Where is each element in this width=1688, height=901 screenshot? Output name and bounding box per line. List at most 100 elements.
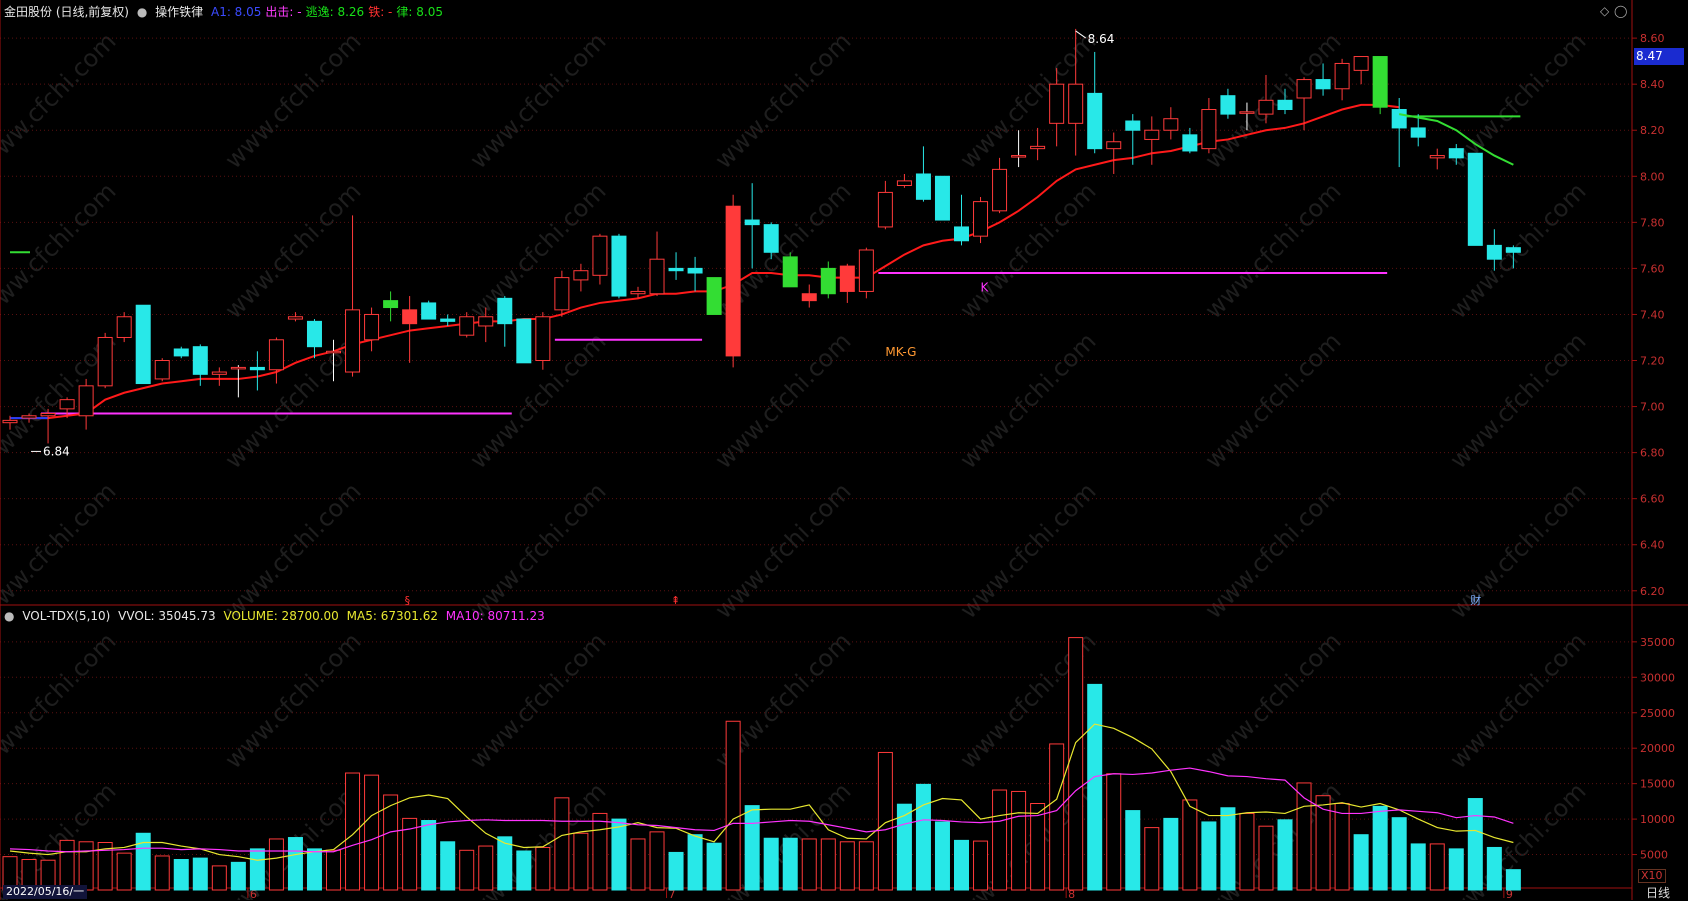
volume-ma10-line [9, 767, 1514, 853]
volume-bar [934, 821, 950, 891]
watermark-text: www.cfchi.com [1444, 477, 1591, 624]
candle-body [1372, 56, 1388, 108]
candle-body [954, 226, 969, 242]
volume-bar [1011, 790, 1027, 891]
price-chart[interactable]: 8.64 6.84 K MK-G [2, 28, 1521, 459]
volume-chart[interactable] [2, 637, 1521, 891]
volume-bar [668, 851, 684, 891]
watermark-text: www.cfchi.com [464, 627, 611, 774]
candle-body [249, 366, 265, 371]
candle [1011, 130, 1027, 168]
volume-bar [440, 841, 456, 891]
candle-body [1353, 56, 1369, 71]
candle [725, 194, 741, 368]
candle-body [1296, 79, 1312, 99]
volume-ma5-line [9, 723, 1514, 861]
volume-bar [1505, 869, 1521, 891]
volume-tick-label: 10000 [1640, 813, 1675, 826]
watermark-text: www.cfchi.com [709, 477, 856, 624]
candle [1182, 127, 1198, 154]
volume-bar [973, 840, 989, 891]
volume-bar [592, 812, 608, 891]
candle-body [992, 168, 1008, 212]
settings-circle-icon[interactable]: ◯ [1614, 4, 1628, 18]
watermark-text: www.cfchi.com [954, 477, 1101, 624]
candle [1068, 28, 1084, 156]
volume-indicator-name[interactable]: VOL-TDX(5,10) [22, 609, 111, 623]
month-label: 6 [250, 888, 257, 900]
candle [1220, 88, 1236, 119]
candle-body [630, 290, 646, 295]
ma10-value: MA10: 80711.23 [445, 609, 545, 623]
candle [1410, 114, 1426, 147]
indicator-dot-icon[interactable]: ● [4, 609, 15, 623]
volume-bar [1372, 805, 1388, 891]
candle [611, 233, 627, 299]
price-tick-label: 7.40 [1640, 308, 1665, 321]
volume-bar [858, 841, 874, 891]
candle [801, 284, 817, 308]
candle-body [1391, 109, 1407, 129]
volume-bar [535, 846, 551, 891]
candle [1106, 132, 1122, 174]
watermark-text: www.cfchi.com [464, 477, 611, 624]
candle-body [1258, 99, 1274, 115]
price-tick-label: 8.20 [1640, 124, 1665, 137]
price-tick-label: 7.20 [1640, 355, 1665, 368]
volume-bar [1353, 834, 1369, 891]
candle [326, 339, 342, 382]
indicator-name[interactable]: 操作铁律 [155, 5, 204, 19]
candle [459, 312, 475, 338]
candle-body [535, 316, 551, 362]
chart-annotation: MK-G [885, 345, 916, 359]
candle-body [40, 412, 56, 417]
watermark-text: www.cfchi.com [1444, 327, 1591, 474]
candle [1334, 58, 1350, 101]
indicator-value-1: 出击: - [265, 5, 302, 19]
volume-bar [630, 838, 646, 891]
volume-tick-label: 15000 [1640, 778, 1675, 791]
candle-body [1410, 127, 1426, 138]
candle [1296, 77, 1312, 131]
volume-bar [1068, 637, 1084, 891]
candle-body [287, 316, 303, 320]
candle [1277, 88, 1293, 115]
volume-tick-label: 5000 [1640, 849, 1668, 862]
candle [345, 215, 361, 377]
candle-body [592, 235, 608, 276]
price-tick-label: 7.60 [1640, 262, 1665, 275]
volume-bar [211, 865, 227, 891]
candle [1030, 127, 1046, 161]
candle-body [1182, 134, 1198, 152]
volume-bar [877, 751, 893, 891]
volume-bar [1486, 846, 1502, 891]
volume-bar [992, 789, 1008, 891]
volume-bar [1201, 821, 1217, 891]
candle-body [1334, 62, 1350, 90]
candle [1505, 245, 1521, 269]
stock-title: 金田股份 (日线,前复权) [4, 5, 129, 19]
price-panel-header: 金田股份 (日线,前复权) ● 操作铁律 A1: 8.05 出击: - 逃逸: 8.… [4, 3, 451, 21]
volume-bar [345, 772, 361, 891]
price-tick-label: 8.40 [1640, 78, 1665, 91]
indicator-dot-icon[interactable]: ● [136, 5, 148, 19]
candle-body [915, 173, 931, 200]
candle-body [1467, 152, 1483, 246]
candle-body [1068, 83, 1084, 124]
diamond-icon[interactable]: ◇ [1600, 4, 1610, 18]
event-marker: § [405, 594, 411, 607]
period-label[interactable]: 日线 [1646, 886, 1671, 900]
volume-bar [192, 857, 208, 891]
volume-bar [97, 841, 113, 891]
month-label: 7 [669, 888, 676, 900]
price-tick-label: 7.00 [1640, 401, 1665, 414]
price-tick-label: 6.80 [1640, 447, 1665, 460]
watermark-text: www.cfchi.com [1199, 177, 1346, 324]
candle [706, 277, 722, 315]
candle-body [306, 320, 322, 348]
volume-bar [1049, 743, 1065, 891]
price-tick-label: 8.00 [1640, 170, 1665, 183]
indicator-value-2: 逃逸: 8.26 [305, 5, 365, 19]
volume-bar [1182, 799, 1198, 891]
